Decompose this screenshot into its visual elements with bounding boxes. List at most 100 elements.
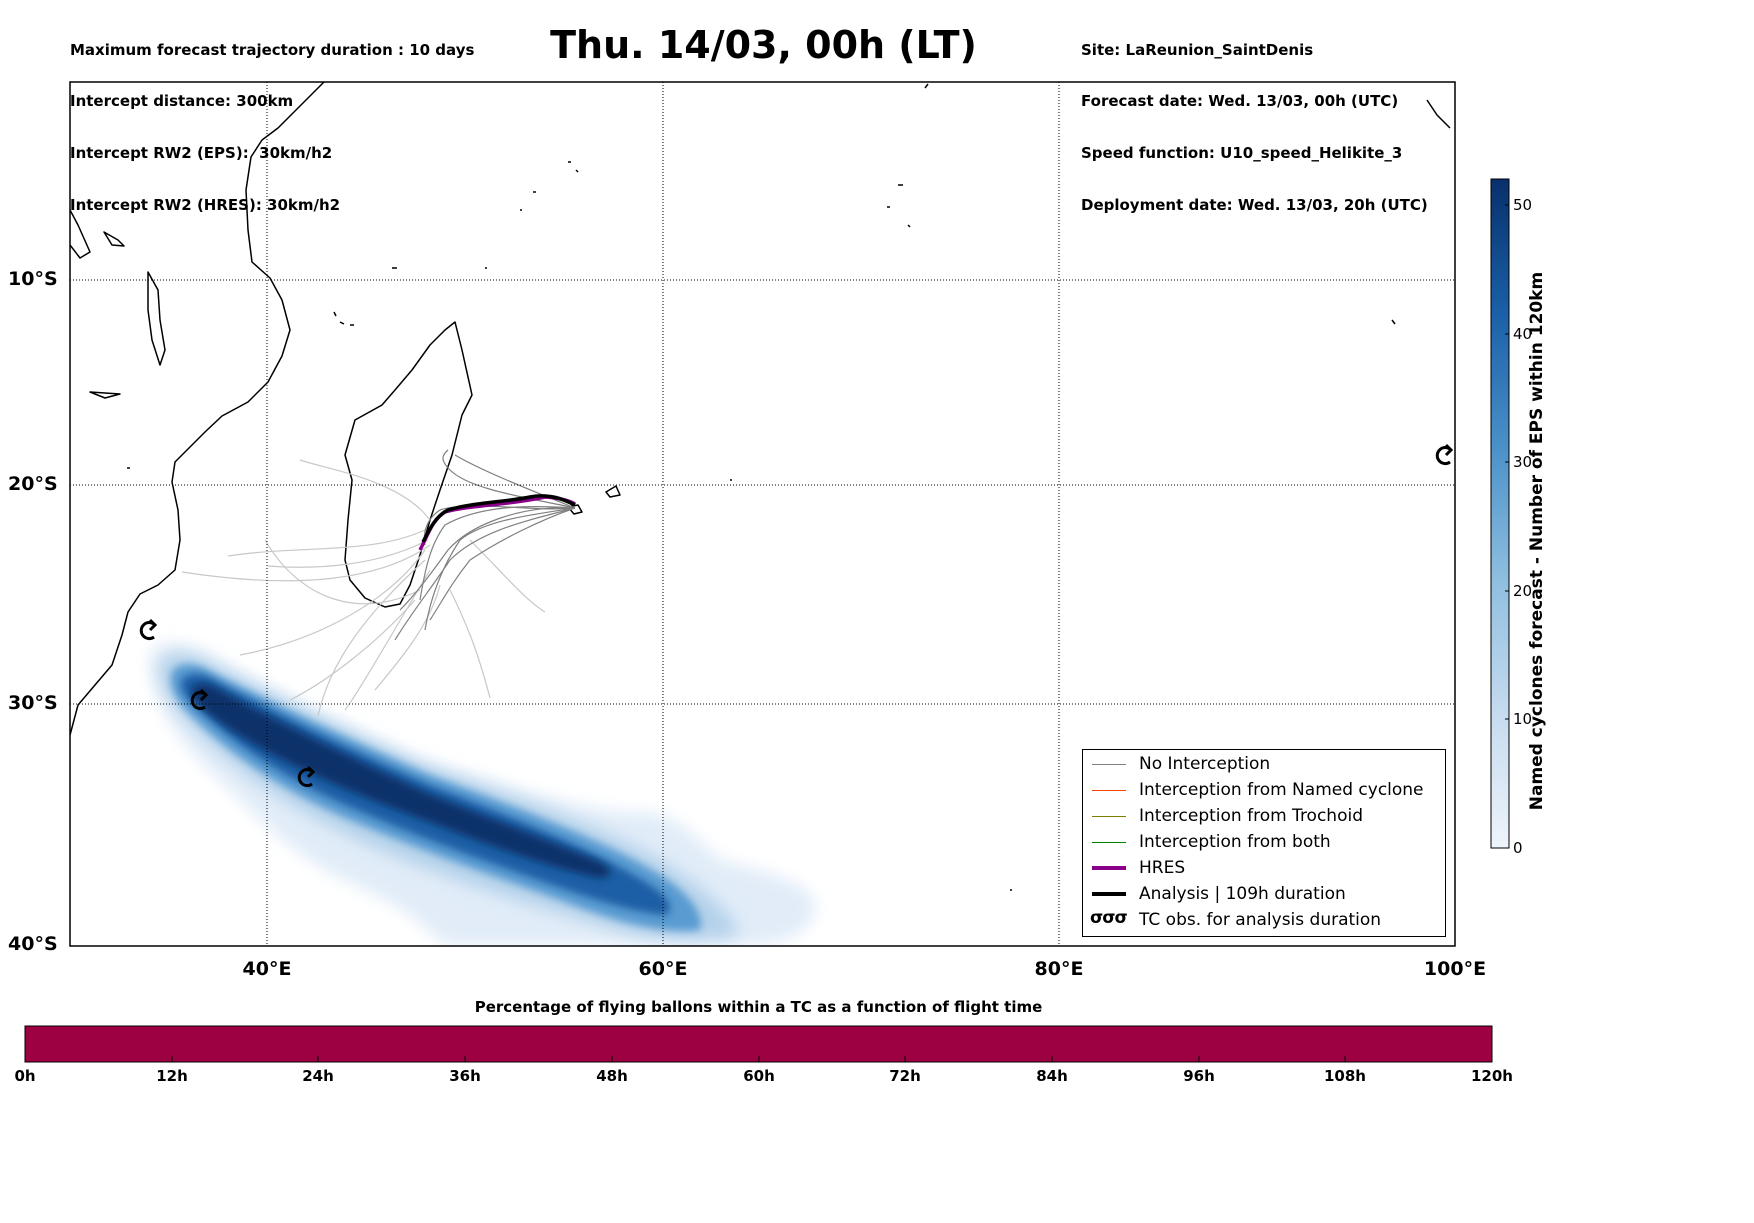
legend-label: Interception from both	[1139, 832, 1331, 852]
legend-label: HRES	[1139, 858, 1186, 878]
colorbar-title: Named cyclones forecast - Number of EPS …	[1527, 271, 1547, 811]
tc-symbol-icon	[1435, 443, 1454, 466]
map-frame	[69, 81, 1456, 947]
trajectory-line	[181, 544, 431, 582]
legend-label: Interception from Trochoid	[1139, 806, 1363, 826]
flight-time-bar-title: Percentage of flying ballons within a TC…	[474, 998, 1043, 1016]
flight-time-tick-108h: 108h	[1324, 1067, 1366, 1085]
trajectory-line	[374, 584, 441, 691]
flight-time-tick-12h: 12h	[156, 1067, 188, 1085]
flight-time-tick-0h: 0h	[14, 1067, 36, 1085]
eps-colorbar-ticks	[1505, 204, 1509, 849]
legend-line-hres	[1092, 866, 1126, 870]
header-line-intercept-eps: Intercept RW2 (EPS): 30km/h2	[70, 144, 333, 163]
arabia-horn-coastline	[70, 209, 91, 259]
legend-item-named-cyclone: Interception from Named cyclone	[1083, 778, 1445, 804]
header-line-forecast-date: Forecast date: Wed. 13/03, 00h (UTC)	[1081, 92, 1399, 111]
colorbar-tick-40: 40	[1513, 325, 1533, 343]
tc-symbol-icon	[297, 765, 316, 788]
lat-label-30s: 30°S	[8, 692, 58, 714]
analysis-trajectory	[421, 494, 576, 543]
legend-line-analysis	[1092, 892, 1126, 896]
flight-time-bar	[24, 1025, 1493, 1063]
legend-item-no-interception: No Interception	[1083, 752, 1445, 778]
legend-label: No Interception	[1139, 754, 1271, 774]
trajectory-line	[317, 559, 426, 717]
header-line-max-duration: Maximum forecast trajectory duration : 1…	[70, 40, 475, 59]
map-legend: No Interception Interception from Named …	[1082, 749, 1446, 937]
trajectory-line	[299, 459, 431, 521]
colorbar-tick-0: 0	[1513, 839, 1523, 857]
trajectory-line	[449, 589, 491, 699]
dots-islands	[127, 83, 1451, 891]
tc-symbol-icon: σσσ	[1090, 908, 1128, 928]
trajectory-line	[239, 549, 426, 656]
trajectory-map	[24, 81, 1510, 1063]
trajectory-line	[289, 599, 416, 701]
trajectories-no-interception	[394, 449, 576, 641]
legend-label: Interception from Named cyclone	[1139, 780, 1424, 800]
tc-symbol-icon	[190, 688, 209, 711]
trajectory-line	[399, 507, 576, 611]
header-line-speed-function: Speed function: U10_speed_Helikite_3	[1081, 144, 1403, 163]
density-level-5	[192, 683, 611, 878]
trajectory-line	[454, 454, 576, 509]
flight-time-tick-72h: 72h	[889, 1067, 921, 1085]
flight-time-bar-ticks	[24, 1056, 1493, 1062]
legend-line-trochoid	[1092, 816, 1126, 817]
lon-label-100e: 100°E	[1423, 958, 1487, 980]
colorbar-tick-10: 10	[1513, 710, 1533, 728]
header-info-right: Site: LaReunion_SaintDenis Forecast date…	[1081, 7, 1428, 232]
lat-label-10s: 10°S	[8, 268, 58, 290]
legend-item-hres: HRES	[1083, 856, 1445, 882]
legend-item-both: Interception from both	[1083, 830, 1445, 856]
lat-label-40s: 40°S	[8, 933, 58, 955]
map-title: Thu. 14/03, 00h (LT)	[550, 23, 977, 67]
eps-cyclone-density	[150, 643, 815, 945]
header-line-intercept-distance: Intercept distance: 300km	[70, 92, 294, 111]
legend-line-no-interception	[1092, 764, 1126, 765]
tc-symbol-icon	[139, 618, 158, 641]
legend-item-tc-obs: σσσ TC obs. for analysis duration	[1083, 908, 1445, 934]
trajectory-line	[424, 507, 576, 631]
madagascar-coastline	[344, 321, 473, 608]
trajectory-line	[429, 507, 576, 621]
africa-coastline	[70, 82, 325, 736]
colorbar-tick-50: 50	[1513, 196, 1533, 214]
legend-label: Analysis | 109h duration	[1139, 884, 1346, 904]
trajectory-line	[419, 505, 576, 601]
tc-observations	[139, 443, 1454, 788]
legend-line-both	[1092, 842, 1126, 843]
flight-time-tick-60h: 60h	[743, 1067, 775, 1085]
flight-time-tick-96h: 96h	[1183, 1067, 1215, 1085]
flight-time-tick-36h: 36h	[449, 1067, 481, 1085]
eps-colorbar	[1490, 178, 1510, 849]
lon-label-60e: 60°E	[638, 958, 688, 980]
header-line-deployment-date: Deployment date: Wed. 13/03, 20h (UTC)	[1081, 196, 1428, 215]
flight-time-tick-120h: 120h	[1471, 1067, 1513, 1085]
lon-label-40e: 40°E	[242, 958, 292, 980]
legend-item-analysis: Analysis | 109h duration	[1083, 882, 1445, 908]
trajectory-line	[442, 449, 576, 509]
flight-time-tick-84h: 84h	[1036, 1067, 1068, 1085]
legend-label: TC obs. for analysis duration	[1139, 910, 1382, 930]
header-line-intercept-hres: Intercept RW2 (HRES): 30km/h2	[70, 196, 341, 215]
small-islands-west	[89, 231, 621, 515]
trajectory-line	[267, 539, 429, 568]
trajectory-line	[394, 507, 576, 641]
lon-label-80e: 80°E	[1034, 958, 1084, 980]
trajectory-line	[469, 539, 546, 613]
colorbar-tick-30: 30	[1513, 453, 1533, 471]
flight-time-tick-48h: 48h	[596, 1067, 628, 1085]
coastlines	[70, 82, 1451, 891]
trajectory-line	[227, 529, 426, 557]
colorbar-tick-20: 20	[1513, 582, 1533, 600]
legend-item-trochoid: Interception from Trochoid	[1083, 804, 1445, 830]
hres-trajectory	[418, 495, 576, 551]
gridlines	[70, 82, 1455, 946]
flight-time-tick-24h: 24h	[302, 1067, 334, 1085]
lat-label-20s: 20°S	[8, 473, 58, 495]
trajectory-line	[264, 539, 421, 605]
header-line-site: Site: LaReunion_SaintDenis	[1081, 40, 1314, 59]
header-info-left: Maximum forecast trajectory duration : 1…	[70, 7, 474, 232]
